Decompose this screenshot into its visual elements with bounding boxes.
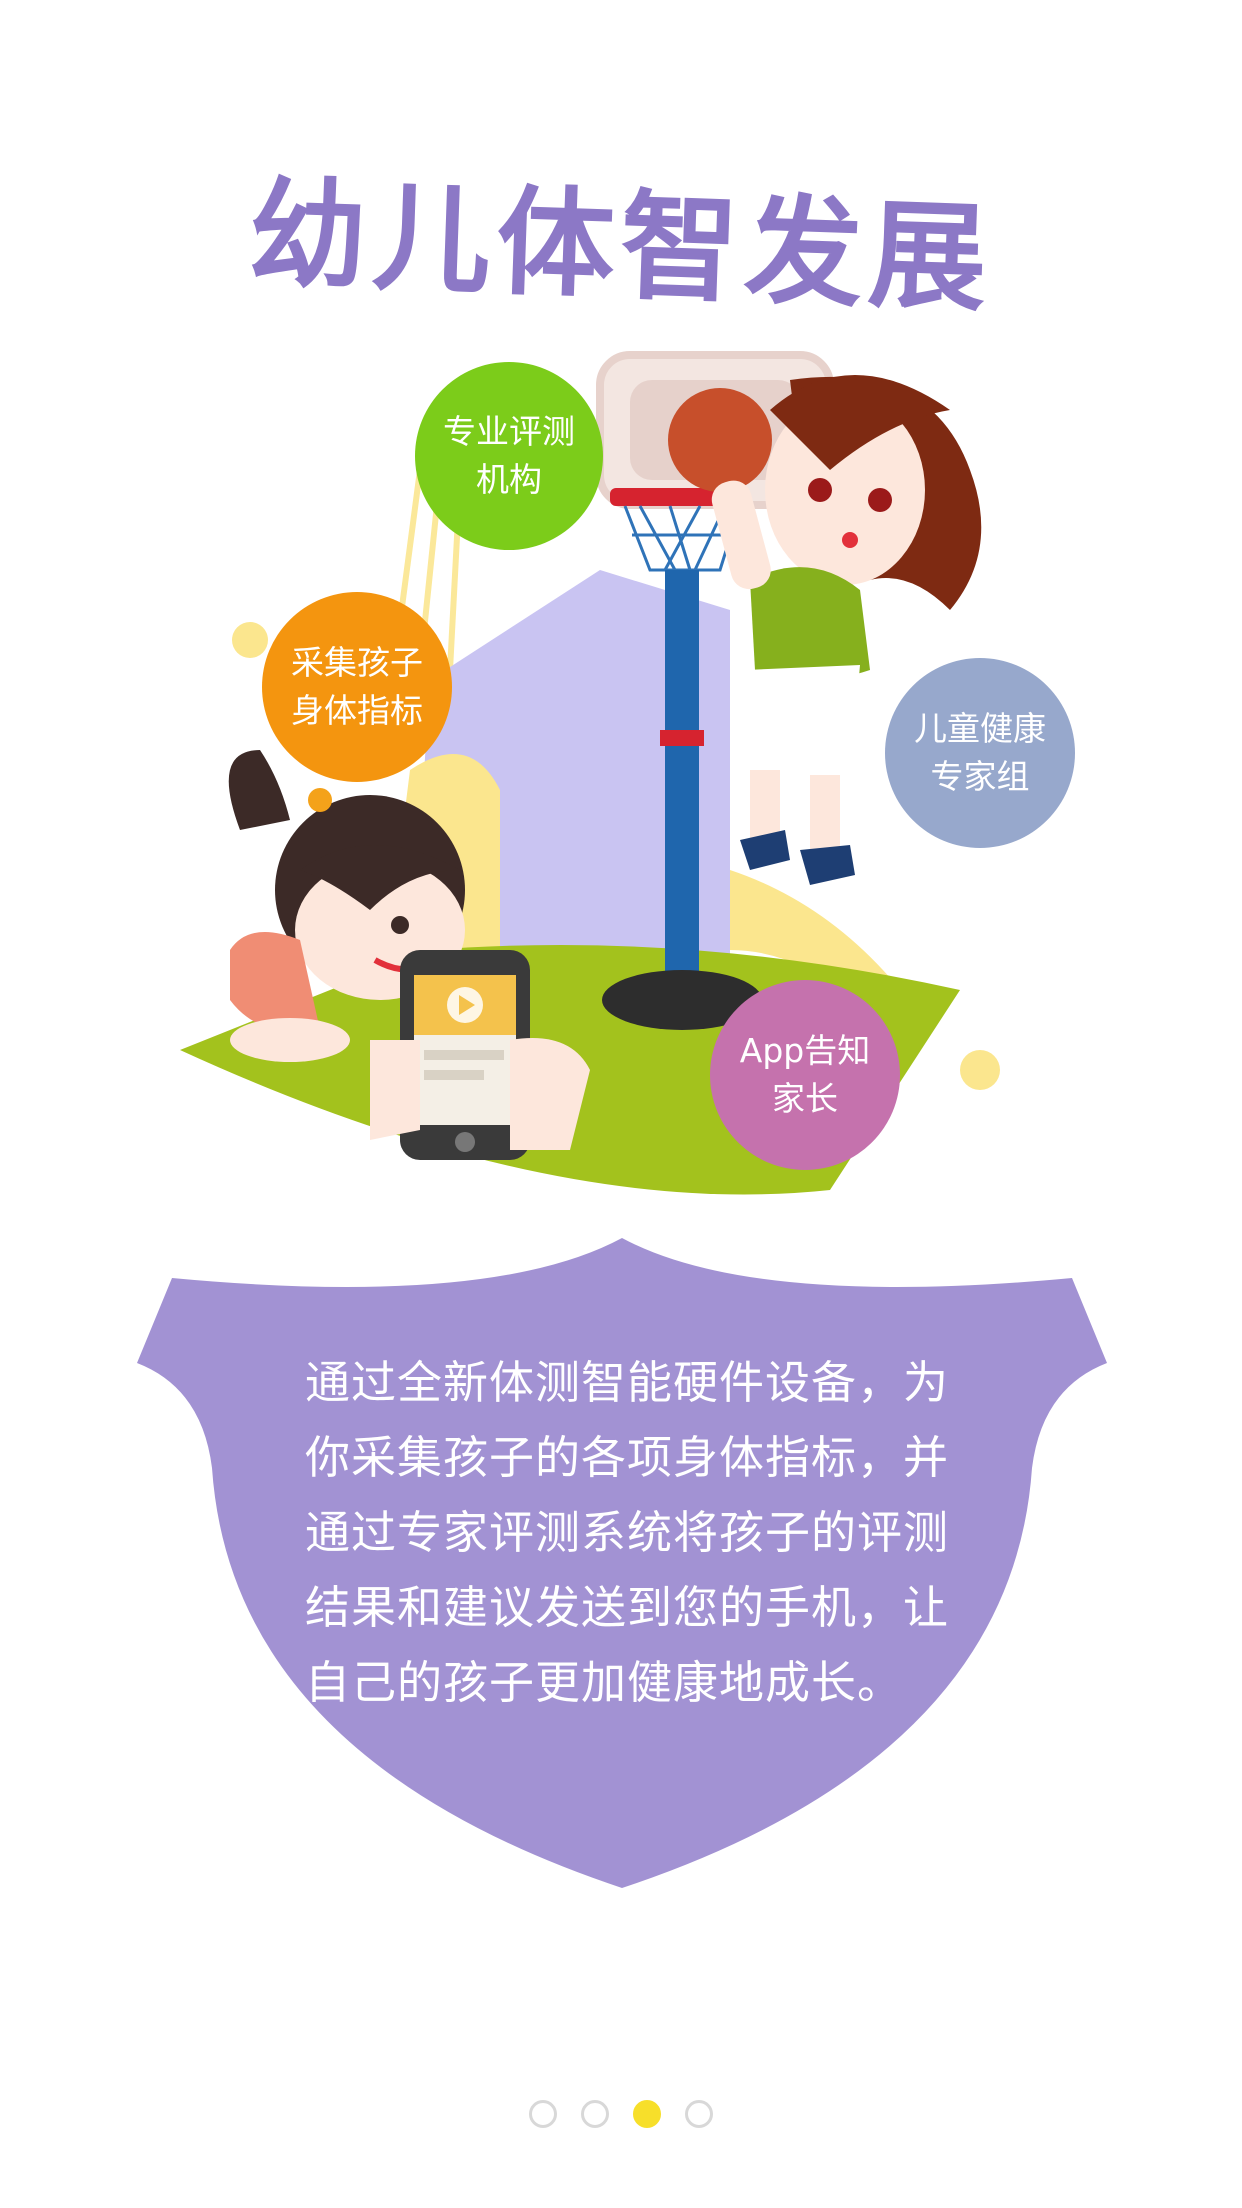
description-text: 通过全新体测智能硬件设备，为你采集孩子的各项身体指标，并通过专家评测系统将孩子的… bbox=[305, 1356, 950, 1709]
phone-icon bbox=[370, 950, 590, 1160]
bubble-label: 家长 bbox=[771, 1079, 838, 1118]
description-shield bbox=[137, 1238, 1107, 1888]
bubble-app-notify-parents: App告知 家长 bbox=[710, 980, 900, 1170]
hoop-pole bbox=[665, 570, 699, 990]
page-dot[interactable] bbox=[685, 2100, 713, 2128]
page-dot[interactable] bbox=[581, 2100, 609, 2128]
basketball bbox=[668, 388, 772, 492]
page-indicator bbox=[0, 2100, 1242, 2128]
bubble-professional-assessment: 专业评测 机构 bbox=[415, 362, 603, 550]
bubble-label: 专业评测 bbox=[443, 412, 575, 451]
kids-basketball-illustration bbox=[180, 351, 1000, 1195]
bubble-label: 身体指标 bbox=[291, 691, 423, 730]
bubble-child-health-experts: 儿童健康 专家组 bbox=[885, 658, 1075, 848]
bubble-collect-body-metrics: 采集孩子 身体指标 bbox=[262, 592, 452, 782]
bubble-label: 专家组 bbox=[930, 757, 1030, 796]
bubble-label: 机构 bbox=[476, 460, 542, 499]
page-dot-active[interactable] bbox=[633, 2100, 661, 2128]
page-dot[interactable] bbox=[529, 2100, 557, 2128]
bubble-label: 儿童健康 bbox=[914, 709, 1046, 748]
bubble-label: 采集孩子 bbox=[291, 643, 423, 682]
jumping-girl bbox=[711, 375, 982, 885]
page-title: 幼儿体智发展 bbox=[246, 164, 995, 328]
bubble-label: App告知 bbox=[739, 1031, 871, 1070]
